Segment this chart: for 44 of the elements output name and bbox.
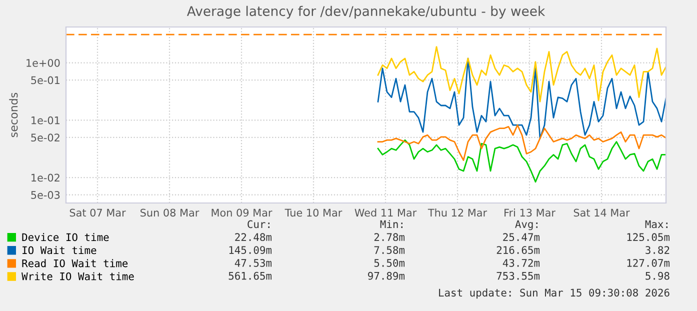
text: 3.82	[646, 246, 670, 254]
line-series	[377, 46, 666, 102]
text: Max:	[645, 220, 668, 228]
text: 7.58m	[374, 246, 405, 254]
x-tick-label: Sat 14 Mar	[574, 208, 630, 217]
text: Min:	[380, 220, 402, 228]
text: Cur:	[248, 220, 270, 228]
text: 22.48m	[235, 233, 272, 242]
legend-label: Read IO Wait time	[22, 259, 128, 268]
chart-title: Average latency for /dev/pannekake/ubuntu - by week	[186, 6, 546, 19]
x-tick-label: Sat 07 Mar	[70, 208, 126, 217]
text: 125.05m	[627, 233, 670, 242]
y-tick-label: 5e-03	[31, 191, 60, 199]
y-axis-title: seconds	[9, 92, 18, 138]
text: 43.72m	[502, 259, 540, 267]
x-tick-label: Thu 12 Mar	[428, 208, 488, 217]
text: 97.89m	[368, 272, 405, 280]
line-series	[377, 124, 666, 161]
line-series	[377, 139, 666, 183]
text: 216.65m	[496, 246, 540, 254]
y-tick-label: 5e-01	[31, 76, 60, 84]
text: Avg:	[515, 220, 538, 230]
legend-label: IO Wait time	[22, 246, 96, 254]
text: 127.07m	[627, 259, 670, 267]
text: 25.47m	[503, 233, 540, 242]
text: Last update: Sun Mar 15 09:30:08 2026	[439, 288, 670, 299]
x-tick-label: Sun 08 Mar	[140, 208, 200, 217]
x-tick-label: Fri 13 Mar	[504, 208, 556, 217]
text: 753.55m	[496, 272, 540, 280]
y-tick-label: 1e-01	[32, 116, 60, 124]
x-tick-label: Tue 10 Mar	[284, 208, 342, 217]
y-tick-label: 5e-02	[31, 134, 60, 142]
y-tick-label: 1e-02	[32, 174, 60, 182]
x-tick-label: Mon 09 Mar	[212, 208, 272, 217]
text: 47.53m	[234, 259, 272, 267]
y-tick-label: 1e+00	[26, 58, 60, 67]
legend-label: Write IO Wait time	[22, 272, 134, 280]
x-tick-label: Wed 11 Mar	[354, 208, 417, 217]
legend-label: Device IO time	[22, 233, 109, 242]
text: 2.78m	[374, 233, 405, 242]
text: 5.50m	[374, 259, 405, 267]
text: 5.98	[646, 272, 670, 280]
text: 561.65m	[228, 272, 272, 280]
text: 145.09m	[229, 246, 272, 254]
